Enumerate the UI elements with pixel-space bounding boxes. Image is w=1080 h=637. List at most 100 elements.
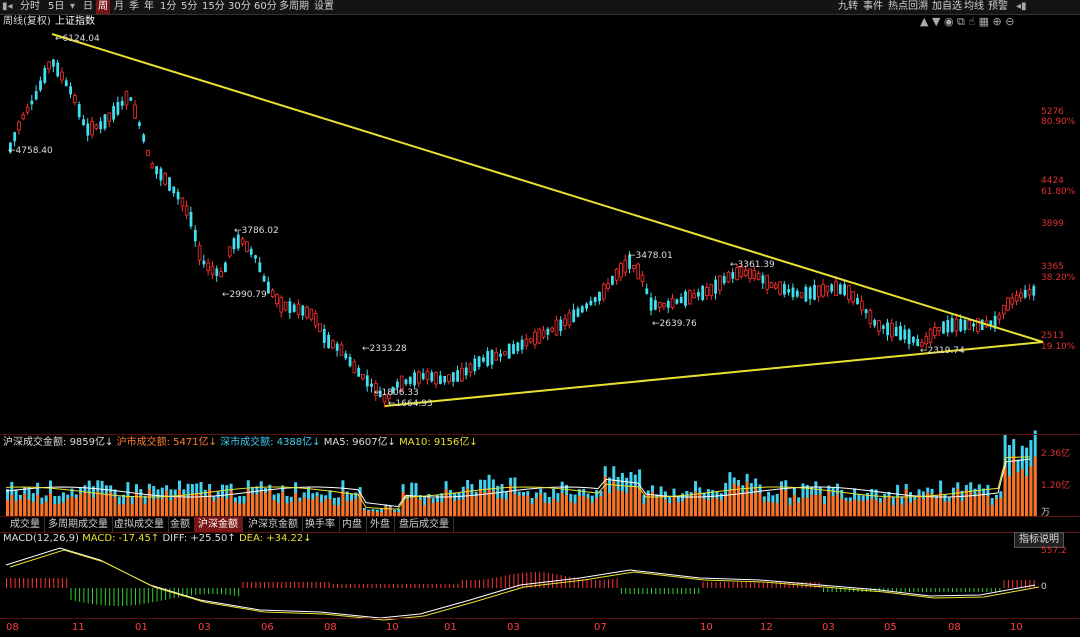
btn-events[interactable]: 事件 [863, 1, 883, 12]
volume-bar-sh [620, 491, 624, 516]
candle-body [783, 284, 786, 295]
macd-bar [608, 579, 609, 588]
btn-moving-average[interactable]: 均线 [964, 1, 984, 12]
tab-15min[interactable]: 15分 [202, 1, 225, 12]
candle-body [1001, 304, 1006, 315]
macd-bar [659, 588, 661, 594]
volume-bar-sh [49, 493, 52, 516]
tab-quarterly[interactable]: 季 [129, 1, 139, 12]
tab-amount[interactable]: 金额 [166, 517, 195, 532]
tab-hs-amount[interactable]: 沪深金额 [194, 517, 243, 532]
volume-bar-sh [436, 501, 439, 516]
tab-inner[interactable]: 内盘 [338, 517, 367, 532]
tab-volume[interactable]: 成交量 [6, 517, 45, 532]
hand-icon[interactable]: ☝ [968, 15, 976, 28]
macd-bar [513, 573, 515, 588]
volume-bar-sh [509, 485, 513, 516]
macd-bar [995, 588, 996, 592]
volume-bar-sh [393, 511, 396, 516]
index-name: 上证指数 [55, 16, 95, 27]
dropdown-icon[interactable]: ▾ [70, 1, 76, 12]
tab-hsj-amount[interactable]: 沪深京金额 [244, 517, 303, 532]
candle-body [628, 255, 631, 269]
tab-settings[interactable]: 设置 [314, 1, 334, 12]
volume-bar-sh [629, 487, 633, 516]
plus-icon[interactable]: ⊕ [992, 15, 1002, 28]
candle-body [138, 122, 141, 126]
candle-body [928, 328, 933, 343]
prev-icon[interactable]: ▮◂ [2, 1, 13, 12]
arrow-up-icon[interactable]: ▲ [920, 15, 929, 28]
candle-body [133, 104, 137, 119]
eye-icon[interactable]: ◉ [943, 15, 954, 28]
menu-icon[interactable]: ◂▮ [1016, 1, 1027, 12]
tab-monthly[interactable]: 月 [114, 1, 124, 12]
candle-body [813, 285, 816, 300]
btn-jiuzhuan[interactable]: 九转 [838, 1, 858, 12]
btn-alert[interactable]: 预警 [988, 1, 1008, 12]
macd-bar [1029, 580, 1031, 588]
volume-bar-sh [982, 494, 986, 516]
candle-body [894, 327, 898, 337]
tab-weekly[interactable]: 周 [96, 0, 110, 14]
macd-bar [491, 578, 493, 588]
tab-intraday[interactable]: 分时 [20, 1, 40, 12]
macd-lines [5, 547, 1040, 621]
candle-body [1032, 286, 1036, 296]
grid-icon[interactable]: ▦ [978, 15, 990, 28]
candle-body [718, 275, 722, 291]
macd-bar [977, 588, 979, 592]
macd-bar [1020, 580, 1022, 588]
macd-bar [457, 584, 459, 588]
volume-bar-sh [182, 495, 186, 516]
tab-yearly[interactable]: 年 [144, 1, 154, 12]
macd-bar [638, 588, 640, 594]
tab-daily[interactable]: 日 [83, 1, 93, 12]
tab-afterhours[interactable]: 盘后成交量 [395, 517, 454, 532]
btn-hot-review[interactable]: 热点回溯 [888, 1, 928, 12]
macd-bar [122, 588, 124, 606]
candle-body [189, 211, 193, 227]
indicator-tabs: 成交量 多周期成交量 虚拟成交量 金额 沪深金额 沪深京金额 换手率 内盘 外盘… [0, 516, 1080, 533]
volume-bar-sh [539, 493, 543, 516]
volume-bar-sh [165, 490, 169, 516]
volume-bar-sh [616, 490, 620, 516]
indicator-help-button[interactable]: 指标说明 [1014, 532, 1064, 548]
tab-60min[interactable]: 60分 [254, 1, 277, 12]
volume-bar-sh [749, 494, 753, 516]
tab-5day[interactable]: 5日 [48, 1, 65, 12]
candle-body [662, 303, 666, 307]
tab-virtual-volume[interactable]: 虚拟成交量 [110, 517, 169, 532]
candle-body [499, 353, 502, 357]
candle-body [890, 322, 894, 338]
macd-bar [689, 588, 691, 594]
copy-icon[interactable]: ⧉ [957, 15, 965, 28]
arrow-down-icon[interactable]: ▼ [931, 15, 941, 28]
tab-5min[interactable]: 5分 [181, 1, 198, 12]
tab-multi-volume[interactable]: 多周期成交量 [44, 517, 113, 532]
macd-bar [1012, 580, 1014, 588]
volume-ma-line [5, 458, 1031, 508]
candle-body [322, 328, 326, 343]
macd-bar [470, 579, 472, 588]
dea-value: DEA: +34.22↓ [238, 533, 312, 544]
minus-icon[interactable]: ⊖ [1005, 15, 1015, 28]
volume-bar-sh [762, 501, 766, 516]
btn-add-watchlist[interactable]: 加自选 [932, 1, 962, 12]
tab-30min[interactable]: 30分 [228, 1, 251, 12]
volume-bar-sh [853, 499, 857, 516]
tab-multi-period[interactable]: 多周期 [279, 1, 309, 12]
volume-bar-sh [328, 498, 332, 516]
volume-bar-sh [1007, 475, 1011, 516]
candle-body [224, 262, 227, 273]
volume-bar-sh [870, 498, 874, 516]
tab-outer[interactable]: 外盘 [366, 517, 395, 532]
tab-turnover[interactable]: 换手率 [301, 517, 340, 532]
macd-bar [319, 582, 321, 588]
macd-bar [14, 578, 16, 588]
tab-1min[interactable]: 1分 [160, 1, 177, 12]
volume-bar-sh [715, 498, 719, 516]
macd-bar [685, 588, 687, 594]
volume-bar-sh [427, 497, 431, 516]
candle-body [851, 291, 855, 303]
